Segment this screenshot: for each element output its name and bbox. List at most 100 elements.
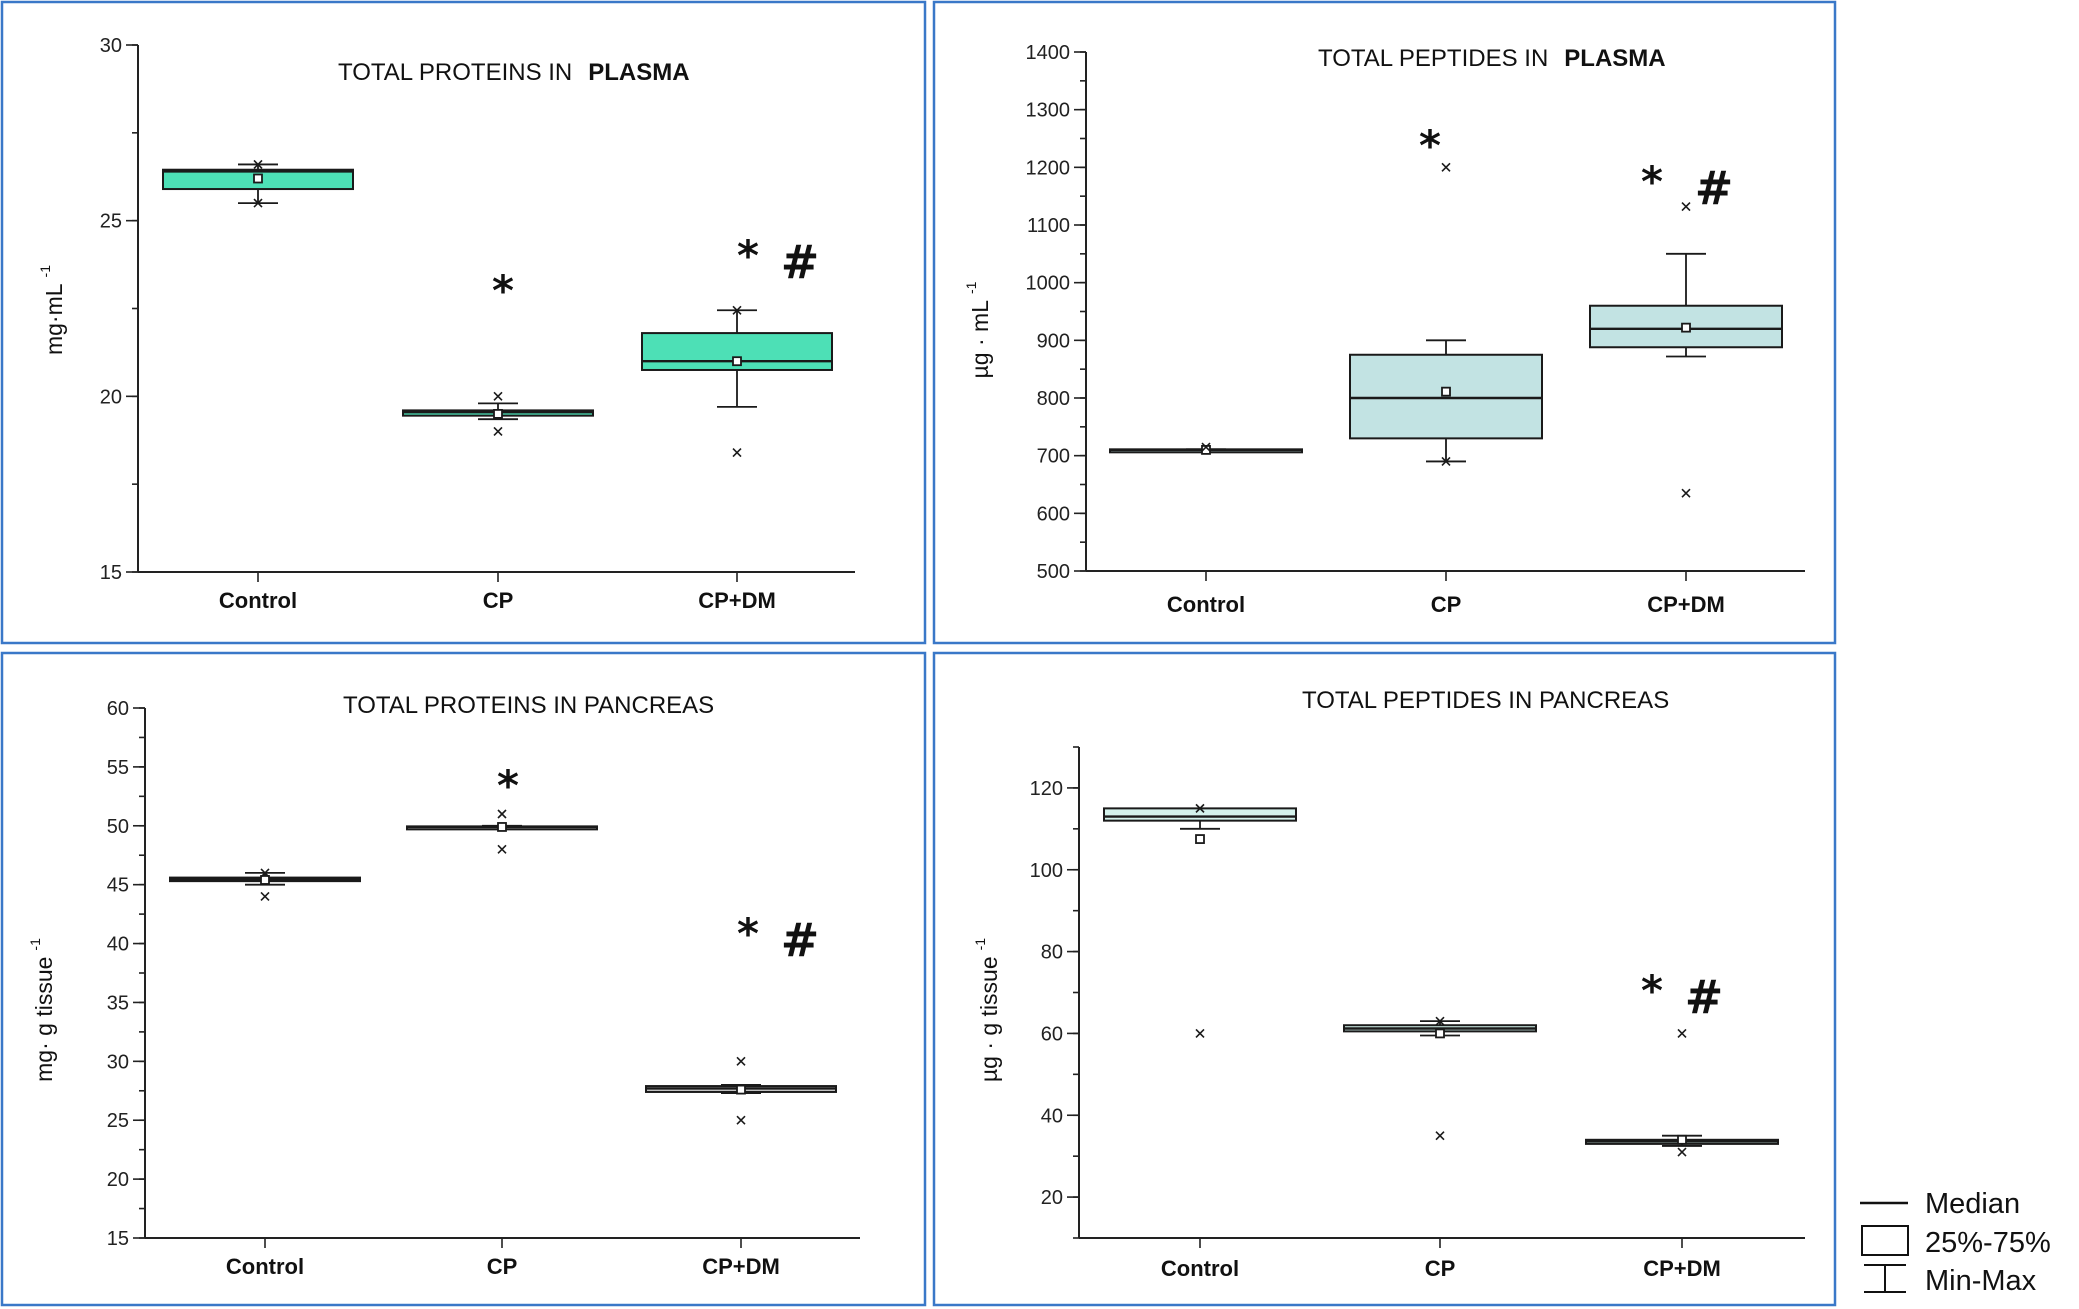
y-tick-label: 30 xyxy=(107,1051,129,1073)
outlier-point xyxy=(497,844,507,854)
legend-whisker-label: Min-Max xyxy=(1925,1265,2037,1297)
outlier-point xyxy=(1195,803,1205,813)
y-tick-label: 700 xyxy=(1037,446,1070,468)
outlier-stroke xyxy=(1441,162,1451,172)
outlier-stroke xyxy=(732,447,742,458)
mean-marker xyxy=(253,173,263,184)
y-tick-label: 25 xyxy=(107,1110,129,1132)
significance-star-marker: * xyxy=(1419,121,1441,170)
y-tick-label: 55 xyxy=(107,757,129,779)
significance-star-marker: * xyxy=(497,761,519,810)
y-axis-label: mg·mL -1 xyxy=(37,265,67,355)
box-group-cp xyxy=(1343,1016,1537,1141)
outlier-point xyxy=(736,1115,746,1125)
box-group-cp-dm xyxy=(641,305,833,458)
y-axis-label-unit: µg · g tissue xyxy=(976,956,1002,1082)
outlier-point xyxy=(1435,1016,1445,1026)
outlier-point xyxy=(253,198,263,208)
outlier-point xyxy=(493,391,503,401)
mean-marker xyxy=(1435,1028,1445,1039)
chart-title: TOTAL PROTEINS IN PANCREAS xyxy=(343,692,714,719)
y-axis-label-unit: mg·mL xyxy=(41,283,67,355)
chart-title: TOTAL PEPTIDES IN PLASMA xyxy=(1318,45,1666,72)
y-tick-label: 20 xyxy=(107,1169,129,1191)
outlier-point xyxy=(732,447,742,458)
outlier-stroke xyxy=(1435,1131,1445,1141)
outlier-point xyxy=(736,1056,746,1066)
y-axis-label-exponent: -1 xyxy=(972,938,988,951)
outlier-point xyxy=(1441,456,1451,466)
mean-marker xyxy=(260,875,270,885)
outlier-point xyxy=(253,159,263,170)
outlier-stroke xyxy=(1441,456,1451,466)
significance-star-marker: * xyxy=(737,231,759,280)
significance-star-marker: * xyxy=(492,266,514,315)
y-tick-label: 600 xyxy=(1037,503,1070,525)
y-axis-label-unit: µg · mL xyxy=(967,300,993,379)
box-group-cp-dm xyxy=(1585,1028,1779,1157)
outlier-stroke xyxy=(493,391,503,401)
x-tick-label: CP+DM xyxy=(698,588,776,613)
iqr-box xyxy=(1349,353,1543,440)
y-tick-label: 40 xyxy=(107,934,129,956)
panel-frame-protein-pancreas xyxy=(0,651,927,1307)
y-tick-label: 50 xyxy=(107,816,129,838)
y-tick-label: 60 xyxy=(107,698,129,720)
outlier-stroke xyxy=(253,159,263,170)
y-tick-label: 100 xyxy=(1030,860,1063,882)
panel-total-peptides-pancreas: TOTAL PEPTIDES IN PANCREAS 20 40 60 80 100 120… xyxy=(972,687,1805,1281)
iqr-box xyxy=(1103,807,1297,822)
significance-star-marker: * xyxy=(737,909,759,958)
outlier-stroke xyxy=(1677,1147,1687,1157)
outlier-stroke xyxy=(497,844,507,854)
panel-total-proteins-pancreas: TOTAL PROTEINS IN PANCREAS 15 20 25 30 35 40 45… xyxy=(27,692,860,1279)
panel-frame-protein-plasma xyxy=(0,0,927,645)
x-tick-label: CP+DM xyxy=(1647,592,1725,617)
outlier-stroke xyxy=(1677,1028,1687,1038)
mean-marker xyxy=(493,408,503,419)
significance-hash-marker: # xyxy=(1695,161,1734,215)
x-tick-label: CP+DM xyxy=(702,1254,780,1279)
box-group-control xyxy=(1109,442,1303,455)
y-tick-label: 1200 xyxy=(1026,157,1071,179)
box-group-cp xyxy=(1349,162,1543,466)
outlier-point xyxy=(1435,1131,1445,1141)
y-tick-label: 35 xyxy=(107,992,129,1014)
outlier-stroke xyxy=(260,891,270,902)
mean-marker xyxy=(1677,1134,1687,1145)
box-group-cp xyxy=(402,391,594,437)
outlier-stroke xyxy=(1195,1028,1205,1038)
y-tick-label: 20 xyxy=(1041,1187,1063,1209)
y-tick-label: 15 xyxy=(100,562,122,584)
legend: Median 25%-75% Min-Max xyxy=(1860,1188,2051,1297)
y-tick-label: 80 xyxy=(1041,942,1063,964)
chart-title-main: TOTAL PEPTIDES IN xyxy=(1318,45,1548,72)
significance-star-marker: * xyxy=(1641,966,1663,1015)
outlier-point xyxy=(497,809,507,819)
outlier-point xyxy=(1195,1028,1205,1038)
y-axis-label-unit: mg· g tissue xyxy=(31,957,57,1082)
y-tick-label: 1100 xyxy=(1027,215,1070,237)
y-tick-label: 25 xyxy=(100,211,122,233)
x-tick-label: Control xyxy=(219,588,297,613)
outlier-stroke xyxy=(736,1115,746,1125)
y-tick-label: 800 xyxy=(1037,388,1070,410)
mean-marker xyxy=(1441,386,1451,397)
y-tick-label: 500 xyxy=(1037,561,1070,583)
outlier-stroke xyxy=(253,198,263,208)
outlier-point xyxy=(260,891,270,902)
chart-title-main: TOTAL PEPTIDES IN PANCREAS xyxy=(1302,687,1669,714)
y-tick-label: 1000 xyxy=(1026,273,1071,295)
panel-total-proteins-plasma: TOTAL PROTEINS IN PLASMA 15 20 25 30 mg·mL -1 Co… xyxy=(37,35,855,613)
legend-box-symbol xyxy=(1861,1225,1909,1256)
x-tick-label: CP xyxy=(1431,592,1462,617)
mean-marker xyxy=(497,822,507,832)
x-tick-label: CP xyxy=(487,1254,518,1279)
outlier-point xyxy=(493,426,503,437)
legend-box-label: 25%-75% xyxy=(1925,1227,2051,1259)
chart-title-bold: PLASMA xyxy=(1564,45,1665,72)
x-tick-label: Control xyxy=(226,1254,304,1279)
x-tick-label: CP xyxy=(483,588,514,613)
outlier-point xyxy=(1441,162,1451,172)
